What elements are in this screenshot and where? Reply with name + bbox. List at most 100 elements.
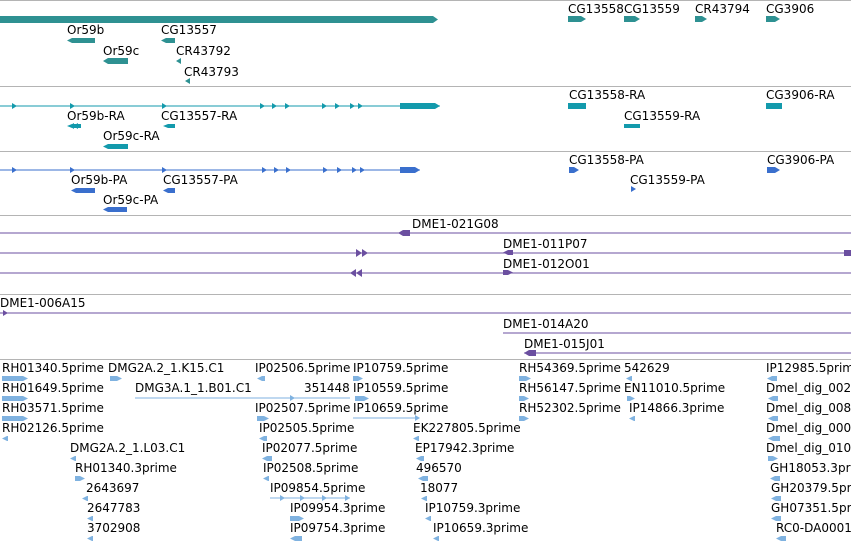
feature-glyph[interactable] (103, 207, 127, 212)
feature-label[interactable]: RC0-DA0001 (776, 521, 851, 535)
feature-glyph[interactable] (413, 436, 419, 441)
feature-glyph[interactable] (257, 416, 269, 421)
feature-label[interactable]: IP09854.5prime (270, 481, 366, 495)
strand-arrow[interactable] (262, 167, 267, 173)
feature-glyph[interactable] (768, 416, 778, 421)
strand-arrow[interactable] (280, 495, 285, 501)
strand-arrow[interactable] (70, 167, 75, 173)
feature-glyph[interactable] (433, 536, 439, 541)
feature-glyph[interactable] (568, 103, 586, 109)
feature-glyph[interactable] (262, 456, 272, 461)
strand-arrow[interactable] (350, 269, 356, 277)
feature-glyph[interactable] (259, 436, 267, 441)
feature-glyph[interactable] (290, 536, 302, 541)
feature-label[interactable]: CR43793 (184, 65, 239, 79)
strand-arrow[interactable] (162, 167, 167, 173)
feature-label[interactable]: CG13558-RA (569, 88, 646, 102)
feature-label[interactable]: CR43794 (695, 2, 750, 16)
feature-glyph[interactable] (771, 516, 781, 521)
feature-glyph[interactable] (771, 496, 781, 501)
strand-arrow[interactable] (356, 269, 362, 277)
feature-label[interactable]: Dmel_dig_002 (766, 381, 851, 395)
strand-arrow[interactable] (362, 249, 368, 257)
feature-glyph[interactable] (767, 167, 780, 173)
feature-glyph[interactable] (416, 456, 424, 461)
feature-label[interactable]: GH18053.3prime (770, 461, 851, 475)
strand-arrow[interactable] (272, 103, 277, 109)
feature-glyph[interactable] (626, 376, 632, 381)
feature-glyph[interactable] (161, 38, 175, 43)
feature-label[interactable]: GH07351.5prime (771, 501, 851, 515)
strand-arrow[interactable] (69, 123, 74, 129)
feature-label[interactable]: EN11010.5prime (624, 381, 726, 395)
feature-label[interactable]: IP14866.3prime (629, 401, 725, 415)
feature-label[interactable]: DME1-011P07 (503, 237, 588, 251)
feature-glyph[interactable] (768, 436, 780, 441)
feature-glyph[interactable] (2, 396, 28, 401)
strand-arrow[interactable] (352, 167, 357, 173)
feature-label[interactable]: Or59b (67, 23, 105, 37)
feature-label[interactable]: IP10559.5prime (353, 381, 449, 395)
feature-label[interactable]: RH52302.5prime (519, 401, 621, 415)
feature-glyph[interactable] (0, 16, 438, 23)
feature-label[interactable]: 351448 (304, 381, 350, 395)
feature-glyph[interactable] (624, 124, 640, 128)
feature-glyph[interactable] (767, 376, 777, 381)
feature-glyph[interactable] (844, 250, 851, 256)
feature-glyph[interactable] (70, 456, 76, 461)
feature-label[interactable]: RH03571.5prime (2, 401, 104, 415)
feature-label[interactable]: Or59b-RA (67, 109, 125, 123)
feature-label[interactable]: RH02126.5prime (2, 421, 104, 435)
feature-label[interactable]: Dmel_dig_008 (766, 401, 851, 415)
feature-label[interactable]: IP10659.5prime (353, 401, 449, 415)
strand-arrow[interactable] (415, 415, 420, 421)
feature-label[interactable]: CG13559 (624, 2, 680, 16)
feature-glyph[interactable] (624, 16, 640, 22)
feature-label[interactable]: IP09754.3prime (290, 521, 386, 535)
strand-arrow[interactable] (356, 249, 362, 257)
feature-glyph[interactable] (766, 103, 782, 109)
feature-label[interactable]: DME1-006A15 (0, 296, 86, 310)
feature-glyph[interactable] (163, 124, 175, 128)
feature-glyph[interactable] (2, 436, 8, 441)
strand-arrow[interactable] (360, 167, 365, 173)
feature-glyph[interactable] (355, 396, 369, 401)
feature-label[interactable]: 496570 (416, 461, 462, 475)
feature-label[interactable]: 18077 (420, 481, 459, 495)
feature-glyph[interactable] (263, 476, 269, 481)
feature-label[interactable]: IP02077.5prime (262, 441, 358, 455)
strand-arrow[interactable] (337, 167, 342, 173)
feature-label[interactable]: IP02505.5prime (259, 421, 355, 435)
feature-label[interactable]: Dmel_dig_010 (766, 441, 851, 455)
feature-label[interactable]: RH01649.5prime (2, 381, 104, 395)
strand-arrow[interactable] (323, 167, 328, 173)
feature-glyph[interactable] (770, 476, 780, 481)
strand-arrow[interactable] (3, 310, 8, 316)
strand-arrow[interactable] (73, 123, 78, 129)
feature-label[interactable]: CG3906-RA (766, 88, 835, 102)
feature-label[interactable]: CR43792 (176, 44, 231, 58)
feature-label[interactable]: CG13558-PA (569, 153, 644, 167)
feature-label[interactable]: CG13557 (161, 23, 217, 37)
feature-label[interactable]: DME1-021G08 (412, 217, 499, 231)
feature-label[interactable]: RH01340.5prime (2, 361, 104, 375)
feature-label[interactable]: 2647783 (87, 501, 141, 515)
feature-label[interactable]: RH56147.5prime (519, 381, 621, 395)
feature-label[interactable]: IP02507.5prime (255, 401, 351, 415)
feature-label[interactable]: Or59c (103, 44, 140, 58)
feature-label[interactable]: DME1-012O01 (503, 257, 590, 271)
strand-arrow[interactable] (12, 103, 17, 109)
feature-glyph[interactable] (87, 536, 93, 541)
feature-glyph[interactable] (400, 103, 440, 109)
feature-label[interactable]: Or59c-RA (103, 129, 160, 143)
feature-glyph[interactable] (768, 456, 778, 461)
feature-label[interactable]: 2643697 (86, 481, 140, 495)
feature-glyph[interactable] (519, 396, 529, 401)
feature-label[interactable]: EP17942.3prime (415, 441, 515, 455)
feature-glyph[interactable] (67, 38, 95, 43)
feature-glyph[interactable] (290, 516, 304, 521)
feature-glyph[interactable] (524, 350, 536, 356)
feature-label[interactable]: DME1-015J01 (524, 337, 605, 351)
feature-glyph[interactable] (519, 376, 531, 381)
strand-arrow[interactable] (345, 495, 350, 501)
